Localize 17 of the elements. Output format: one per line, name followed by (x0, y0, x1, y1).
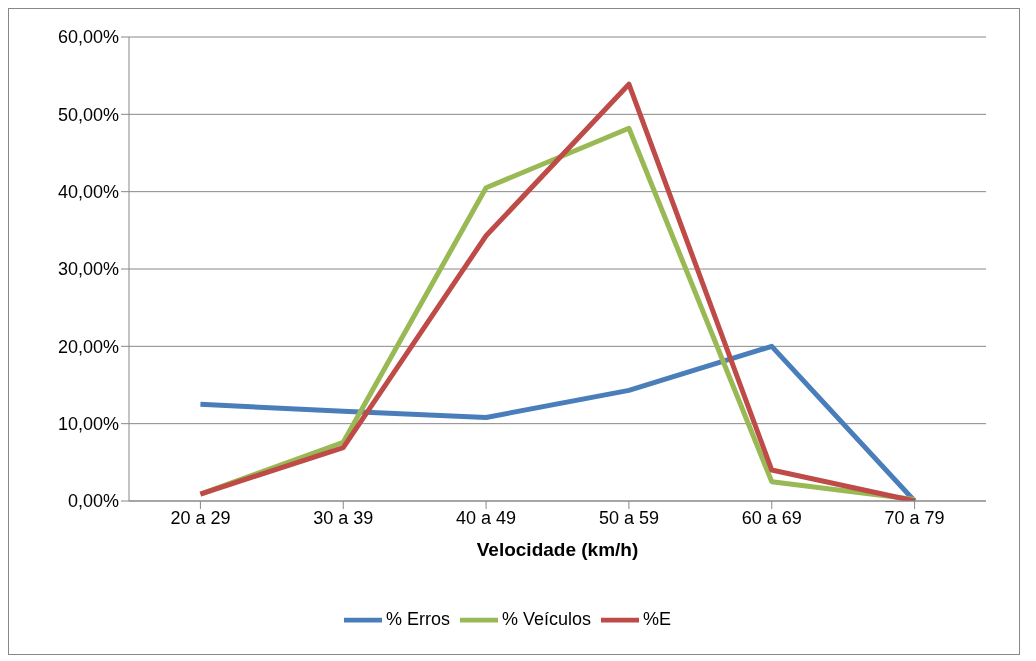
x-tick-label: 20 a 29 (170, 507, 231, 528)
x-axis-title: Velocidade (km/h) (476, 539, 639, 560)
x-tick-label: 40 a 49 (456, 507, 517, 528)
x-tick-label: 60 a 69 (741, 507, 802, 528)
y-tick-label: 10,00% (57, 414, 119, 435)
y-tick-label: 0,00% (67, 491, 119, 512)
y-tick-label: 20,00% (57, 336, 119, 357)
y-tick-label: 30,00% (57, 259, 119, 280)
y-tick-label: 40,00% (57, 182, 119, 203)
legend-label: % Veículos (501, 608, 592, 629)
legend-label: % Erros (385, 608, 450, 629)
y-tick-label: 50,00% (57, 104, 119, 125)
x-tick-label: 70 a 79 (884, 507, 945, 528)
y-tick-label: 60,00% (57, 27, 119, 48)
x-tick-label: 30 a 39 (313, 507, 374, 528)
legend-label: %E (643, 608, 672, 629)
x-tick-label: 50 a 59 (598, 507, 659, 528)
